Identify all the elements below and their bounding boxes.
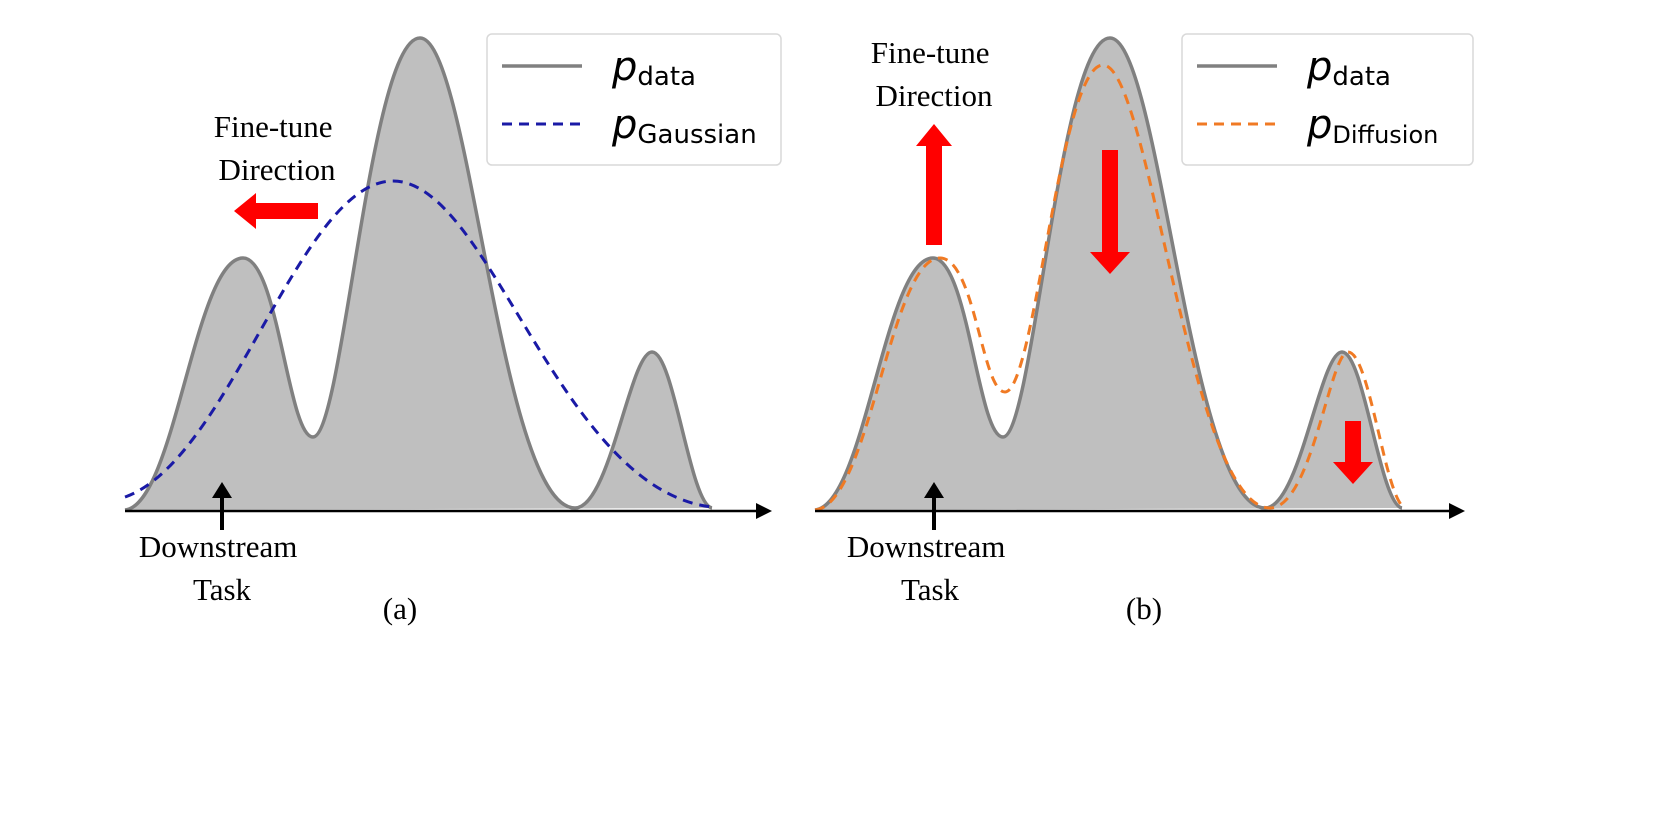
panel-a-x-axis-arrowhead	[756, 503, 772, 519]
panel-a-downstream-label-line1: Downstream	[139, 529, 297, 564]
panel-b-x-axis-arrowhead	[1449, 503, 1465, 519]
panel-b-finetune-arrow	[916, 124, 952, 245]
panel-a-caption: (a)	[383, 591, 417, 626]
panel-a-downstream-arrow	[212, 482, 232, 530]
panel-b-legend-diffusion-symbol: p	[1306, 102, 1332, 148]
panel-b-diffusion-curve	[814, 63, 1406, 512]
panel-b-caption: (b)	[1126, 591, 1162, 626]
panel-b-finetune-label-line2: Direction	[875, 78, 993, 113]
panel-a-legend-data-subscript: data	[637, 62, 696, 92]
panel-b-data-area	[815, 38, 1402, 510]
panel-b-legend-diffusion-label: pDiffusion	[1306, 102, 1438, 149]
panel-b-downstream-label-line2: Task	[901, 572, 960, 607]
panel-a-data-curve	[124, 36, 713, 512]
panel-b-finetune-label-line1: Fine-tune	[871, 35, 990, 70]
panel-a-legend-data-symbol: p	[611, 44, 637, 90]
panel-b-downstream-arrow	[924, 482, 944, 530]
panel-a-data-area	[125, 38, 712, 510]
panel-a-legend: pdata pGaussian	[486, 33, 782, 166]
panel-a-legend-gaussian-label: pGaussian	[611, 102, 757, 150]
panel-a-legend-data-label: pdata	[611, 44, 696, 92]
panel-b-main-peak-arrow	[1090, 150, 1130, 274]
panel-b: Fine-tune Direction Downstream Task (b) …	[814, 33, 1474, 626]
panel-a-gaussian-curve	[124, 179, 713, 509]
panel-a-finetune-arrow	[234, 193, 318, 229]
panel-a-legend-gaussian-symbol: p	[611, 102, 637, 148]
panel-b-small-peak-arrow	[1333, 421, 1373, 484]
panel-b-downstream-label-line1: Downstream	[847, 529, 1005, 564]
panel-b-legend-data-subscript: data	[1332, 62, 1391, 92]
panel-a: Fine-tune Direction Downstream Task (a) …	[124, 33, 782, 626]
svg-text:Downstream Task: Downstream Task	[847, 529, 1013, 607]
panel-b-legend-diffusion-subscript: Diffusion	[1332, 121, 1438, 149]
panel-a-finetune-label-line1: Fine-tune	[214, 109, 333, 144]
svg-text:Fine-tune Direction: Fine-tune Direction	[871, 35, 998, 113]
panel-b-data-curve	[814, 36, 1403, 512]
panel-b-legend-data-symbol: p	[1306, 44, 1332, 90]
panel-b-legend: pdata pDiffusion	[1181, 33, 1474, 166]
panel-a-finetune-label-line2: Direction	[218, 152, 336, 187]
svg-text:Downstream Task: Downstream Task	[139, 529, 305, 607]
panel-a-legend-gaussian-subscript: Gaussian	[637, 120, 756, 150]
panel-b-legend-data-label: pdata	[1306, 44, 1391, 92]
panel-a-downstream-label-line2: Task	[193, 572, 252, 607]
svg-text:Fine-tune Direction: Fine-tune Direction	[214, 109, 341, 187]
